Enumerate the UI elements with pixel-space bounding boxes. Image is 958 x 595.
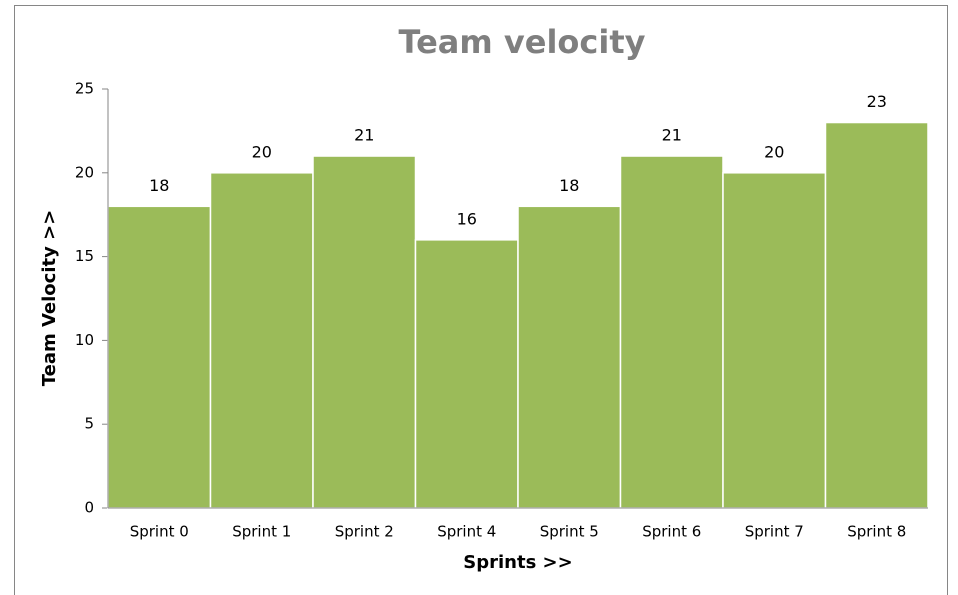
- bar: [824, 121, 929, 509]
- x-tick-label: Sprint 4: [437, 523, 496, 541]
- data-label: 18: [559, 176, 579, 195]
- x-tick-label: Sprint 5: [540, 523, 599, 541]
- x-tick-label: Sprint 7: [745, 523, 804, 541]
- bar: [209, 172, 314, 509]
- data-label: 16: [457, 209, 477, 228]
- data-label: 21: [354, 126, 374, 145]
- x-tick-label: Sprint 1: [232, 523, 291, 541]
- bar: [107, 205, 212, 509]
- bar: [414, 239, 519, 509]
- y-tick-label: 10: [75, 331, 94, 349]
- x-tick-label: Sprint 6: [642, 523, 701, 541]
- bar: [722, 172, 827, 509]
- data-label: 20: [764, 142, 784, 161]
- y-tick-label: 25: [75, 80, 94, 98]
- data-label: 18: [149, 176, 169, 195]
- x-axis-label: Sprints >>: [463, 552, 572, 573]
- x-tick-label: Sprint 0: [130, 523, 189, 541]
- data-label: 23: [867, 92, 887, 111]
- x-tick-label: Sprint 8: [847, 523, 906, 541]
- bar: [312, 155, 417, 509]
- bar: [619, 155, 724, 509]
- x-tick-label: Sprint 2: [335, 523, 394, 541]
- y-tick-label: 20: [75, 163, 94, 181]
- data-label: 21: [662, 126, 682, 145]
- y-tick-label: 5: [84, 415, 94, 433]
- chart-title: Team velocity: [399, 23, 646, 61]
- y-tick-label: 0: [84, 499, 94, 517]
- bar: [517, 205, 622, 509]
- y-axis-label: Team Velocity >>: [39, 210, 60, 387]
- y-tick-label: 15: [75, 247, 94, 265]
- data-label: 20: [252, 142, 272, 161]
